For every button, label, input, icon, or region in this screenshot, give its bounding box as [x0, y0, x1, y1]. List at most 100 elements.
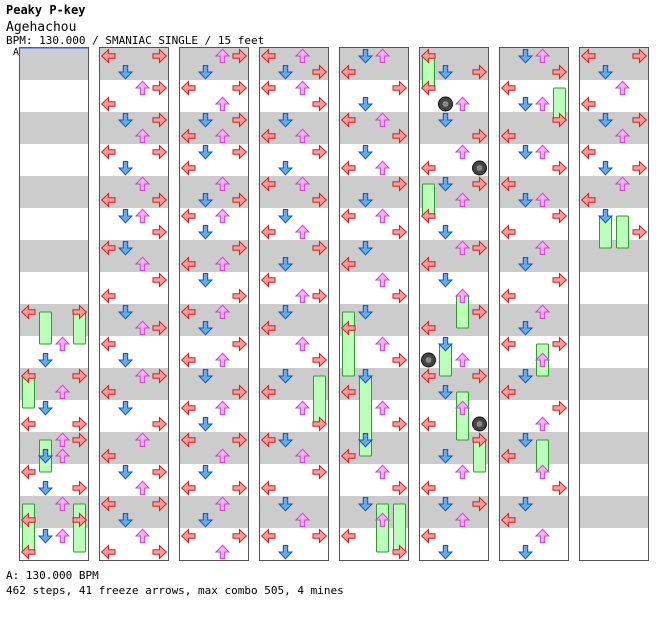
beat-stripe	[340, 432, 408, 464]
step-arrow	[20, 416, 36, 432]
step-arrow	[420, 368, 436, 384]
step-arrow	[152, 144, 168, 160]
step-arrow	[54, 448, 71, 463]
step-arrow	[134, 128, 151, 143]
step-arrow	[152, 192, 168, 208]
beat-stripe	[580, 144, 648, 176]
step-arrow	[552, 480, 568, 496]
bpm-marker: A	[13, 47, 20, 58]
step-arrow	[134, 256, 151, 271]
step-arrow	[232, 288, 248, 304]
beat-stripe	[20, 240, 88, 272]
freeze-arrow	[376, 503, 389, 553]
step-arrow	[134, 480, 151, 495]
beat-stripe	[580, 208, 648, 240]
step-arrow	[294, 176, 311, 191]
step-arrow	[357, 369, 374, 384]
step-arrow	[117, 353, 134, 368]
beat-stripe	[500, 432, 568, 464]
beat-stripe	[500, 48, 568, 80]
beat-stripe	[500, 176, 568, 208]
beat-stripe	[260, 464, 328, 496]
step-arrow	[277, 433, 294, 448]
step-arrow	[180, 128, 196, 144]
beat-stripe	[340, 48, 408, 80]
step-arrow	[294, 400, 311, 415]
chart-column	[99, 47, 169, 561]
beat-stripe	[340, 144, 408, 176]
beat-stripe	[500, 272, 568, 304]
step-arrow	[534, 464, 551, 479]
step-arrow	[357, 145, 374, 160]
beat-stripe	[260, 496, 328, 528]
beat-stripe	[500, 240, 568, 272]
beat-stripe	[20, 272, 88, 304]
step-arrow	[454, 464, 471, 479]
step-arrow	[392, 416, 408, 432]
step-arrow	[100, 240, 116, 256]
step-arrow	[357, 305, 374, 320]
step-arrow	[197, 417, 214, 432]
beat-stripe	[20, 144, 88, 176]
step-arrow	[312, 144, 328, 160]
step-arrow	[580, 192, 596, 208]
step-arrow	[232, 480, 248, 496]
step-arrow	[72, 304, 88, 320]
step-arrow	[420, 528, 436, 544]
step-arrow	[152, 544, 168, 560]
beat-stripe	[580, 48, 648, 80]
step-arrow	[277, 209, 294, 224]
step-arrow	[214, 400, 231, 415]
beat-stripe	[20, 464, 88, 496]
step-arrow	[312, 288, 328, 304]
step-arrow	[472, 176, 488, 192]
step-arrow	[214, 544, 231, 559]
step-arrow	[232, 336, 248, 352]
beat-stripe	[100, 304, 168, 336]
step-arrow	[180, 256, 196, 272]
beat-stripe	[340, 80, 408, 112]
step-arrow	[20, 464, 36, 480]
step-arrow	[117, 305, 134, 320]
step-arrow	[180, 352, 196, 368]
step-arrow	[232, 144, 248, 160]
step-arrow	[100, 144, 116, 160]
step-arrow	[180, 528, 196, 544]
step-arrow	[197, 369, 214, 384]
step-arrow	[180, 304, 196, 320]
beat-stripe	[420, 368, 488, 400]
beat-stripe	[20, 208, 88, 240]
step-arrow	[134, 176, 151, 191]
step-arrow	[117, 65, 134, 80]
beat-stripe	[20, 176, 88, 208]
step-arrow	[534, 352, 551, 367]
step-arrow	[117, 401, 134, 416]
step-arrow	[420, 320, 436, 336]
step-arrow	[517, 321, 534, 336]
step-arrow	[152, 320, 168, 336]
beat-stripe	[340, 112, 408, 144]
step-arrow	[117, 113, 134, 128]
step-arrow	[260, 528, 276, 544]
beat-stripe	[180, 112, 248, 144]
step-arrow	[632, 48, 648, 64]
step-arrow	[614, 80, 631, 95]
step-arrow	[357, 497, 374, 512]
step-arrow	[100, 48, 116, 64]
step-arrow	[100, 288, 116, 304]
step-arrow	[232, 80, 248, 96]
step-arrow	[454, 512, 471, 527]
beat-stripe	[500, 208, 568, 240]
step-arrow	[500, 448, 516, 464]
step-arrow	[420, 208, 436, 224]
step-arrow	[37, 529, 54, 544]
freeze-arrow	[73, 503, 86, 553]
step-arrow	[597, 161, 614, 176]
step-arrow	[37, 353, 54, 368]
step-arrow	[517, 497, 534, 512]
beat-stripe	[500, 400, 568, 432]
step-arrow	[437, 273, 454, 288]
step-arrow	[374, 512, 391, 527]
beat-stripe	[580, 336, 648, 368]
step-arrow	[614, 128, 631, 143]
